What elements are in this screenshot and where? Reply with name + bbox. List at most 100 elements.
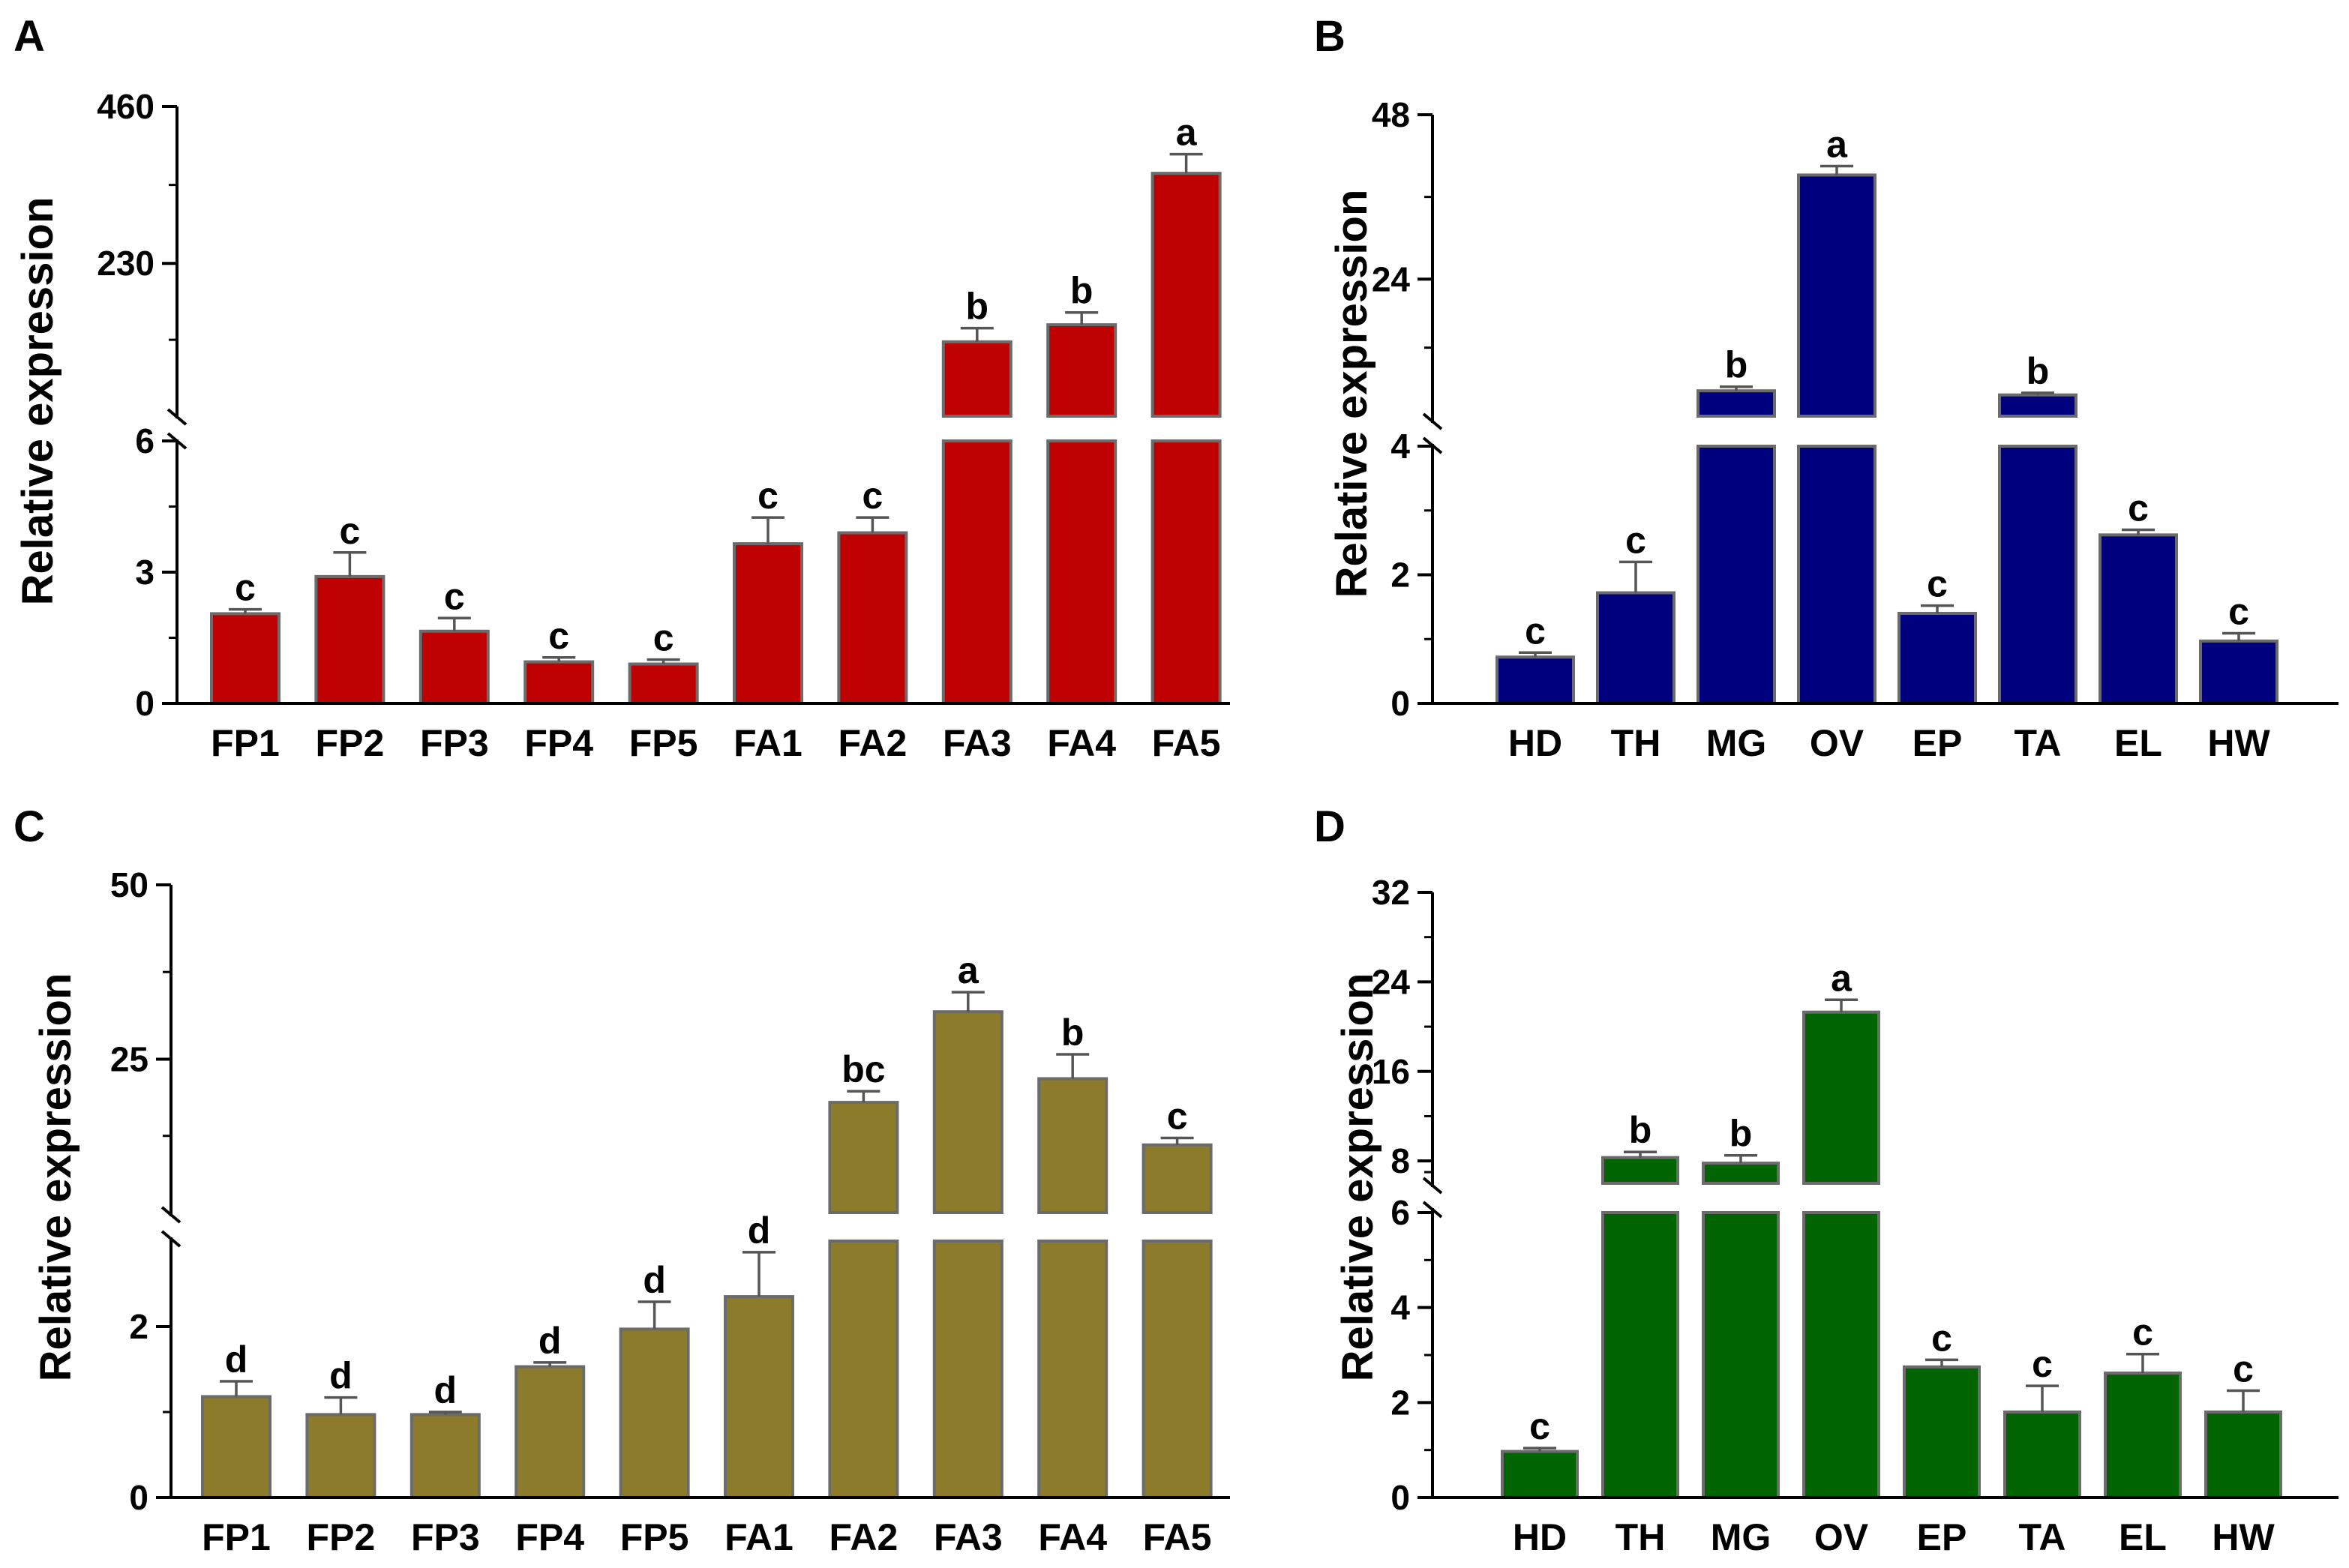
x-tick-label: TH (1616, 1516, 1666, 1558)
bar-group: c EL (2104, 1312, 2182, 1558)
significance-label: c (1625, 519, 1646, 561)
bar (1702, 1162, 1780, 1185)
significance-label: d (225, 1339, 248, 1381)
y-axis-label: Relative expression (1328, 190, 1376, 598)
bar (1046, 323, 1118, 418)
significance-label: d (434, 1369, 458, 1411)
y-tick-label: 2 (1390, 1383, 1410, 1422)
x-tick-label: FP2 (307, 1516, 376, 1558)
bar (619, 1327, 690, 1500)
bar-group: d FP1 (201, 1339, 272, 1558)
bar (1601, 1156, 1679, 1185)
bar-group: c FP5 (628, 617, 699, 764)
axis-break-mark (1422, 412, 1443, 430)
bar-lower-segment (1037, 1240, 1108, 1499)
x-tick-label: FP5 (620, 1516, 689, 1558)
significance-label: c (2032, 1343, 2053, 1385)
bar-lower-segment (1046, 439, 1118, 705)
significance-label: c (1927, 563, 1948, 605)
significance-label: c (2233, 1348, 2254, 1390)
significance-label: b (1629, 1109, 1652, 1151)
x-tick-label: FA2 (838, 722, 908, 764)
bar (733, 542, 803, 705)
bar-group: c EP (1903, 1317, 1981, 1558)
x-tick-label: FP3 (411, 1516, 480, 1558)
bar-group: a FA5 (1150, 112, 1222, 764)
bar-group: d FP2 (305, 1355, 376, 1558)
bar-group: c HW (2204, 1348, 2282, 1558)
y-tick-label: 0 (1390, 1478, 1410, 1517)
x-tick-label: FA3 (934, 1516, 1003, 1558)
x-tick-label: EP (1917, 1516, 1967, 1558)
bar-group: b TH (1601, 1109, 1679, 1558)
y-tick-label: 0 (1390, 684, 1410, 723)
x-tick-label: EL (2119, 1516, 2167, 1558)
x-tick-label: FP1 (202, 1516, 271, 1558)
y-tick-label: 0 (129, 1478, 148, 1517)
significance-label: b (1730, 1113, 1753, 1155)
bar (418, 629, 490, 705)
x-tick-label: FA1 (734, 722, 802, 764)
x-tick-label: TA (2019, 1516, 2066, 1558)
y-tick-label: 24 (1372, 259, 1411, 298)
y-tick-label: 3 (135, 553, 154, 592)
x-tick-label: FA4 (1038, 1516, 1107, 1558)
y-axis-label: Relative expression (1334, 973, 1382, 1382)
y-tick-label: 460 (97, 87, 154, 126)
axis-break-mark (160, 1206, 182, 1224)
significance-label: a (958, 949, 980, 991)
x-tick-label: FA2 (830, 1516, 898, 1558)
x-tick-label: HW (2212, 1516, 2275, 1558)
bar (314, 574, 386, 705)
significance-label: b (1725, 344, 1748, 386)
significance-label: bc (842, 1048, 885, 1090)
bar-group: c TH (1596, 519, 1676, 764)
y-tick-label: 2 (1390, 556, 1410, 595)
x-tick-label: EP (1912, 722, 1963, 764)
panel-C: C Relative expression d FP1 d FP2 d FP3 d FP4 d FP5… (14, 802, 1230, 1558)
bar (2104, 1372, 2182, 1499)
bar (2003, 1411, 2081, 1499)
y-tick-label: 2 (129, 1307, 148, 1346)
axis-break-mark (1422, 1201, 1443, 1219)
bar (1496, 655, 1575, 706)
bar-lower-segment (1696, 445, 1776, 705)
bar (724, 1295, 794, 1499)
y-tick-label: 24 (1372, 962, 1411, 1001)
bar-lower-segment (932, 1240, 1004, 1499)
bar (1596, 591, 1676, 706)
significance-label: c (1529, 1405, 1550, 1447)
bar-group: c TA (2003, 1343, 2081, 1558)
significance-label: c (1931, 1317, 1952, 1359)
significance-label: c (444, 575, 465, 617)
x-tick-label: OV (1814, 1516, 1869, 1558)
x-tick-label: OV (1810, 722, 1864, 764)
bar-group: d FP5 (619, 1259, 690, 1558)
y-tick-label: 4 (1390, 1288, 1410, 1327)
significance-label: c (1525, 610, 1546, 652)
bar-group: c FP2 (314, 510, 386, 764)
x-tick-label: EL (2114, 722, 2162, 764)
significance-label: c (758, 475, 778, 517)
significance-label: c (339, 510, 360, 552)
bar-lower-segment (1142, 1240, 1213, 1499)
y-tick-label: 4 (1390, 427, 1410, 466)
bar-group: c EP (1898, 563, 1977, 764)
significance-label: b (1061, 1012, 1084, 1054)
bar (1150, 172, 1222, 418)
significance-label: c (2228, 591, 2249, 633)
x-tick-label: HD (1508, 722, 1562, 764)
x-tick-label: FA3 (943, 722, 1012, 764)
axis-break-mark (1422, 1177, 1443, 1195)
x-tick-label: FP3 (420, 722, 489, 764)
y-tick-label: 32 (1372, 873, 1410, 912)
bar-lower-segment (1998, 445, 2078, 705)
bar (837, 531, 908, 705)
bar (628, 662, 699, 705)
y-axis-label: Relative expression (14, 197, 62, 606)
significance-label: c (2128, 487, 2149, 529)
bar-group: b MG (1702, 1113, 1780, 1558)
x-tick-label: FA1 (724, 1516, 794, 1558)
significance-label: b (966, 286, 989, 328)
